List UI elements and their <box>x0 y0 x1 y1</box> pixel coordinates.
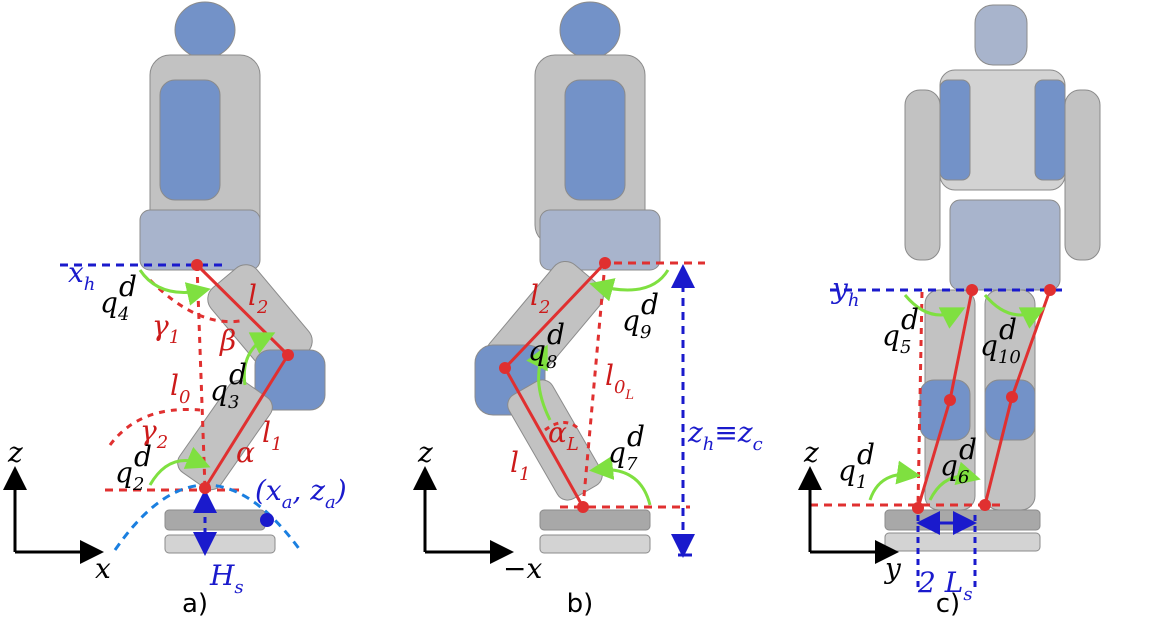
annotation: l1 <box>510 446 530 485</box>
panel-label: b) <box>567 589 594 619</box>
symbol: (x <box>255 474 282 507</box>
symbol: x <box>68 256 84 289</box>
symbol: α <box>548 416 567 449</box>
subscript: 6 <box>958 467 969 488</box>
subscript: 1 <box>856 472 867 493</box>
superscript: d <box>134 440 152 473</box>
annotation: β <box>219 324 236 357</box>
symbol: γ <box>152 309 169 342</box>
annotation: z <box>7 436 23 469</box>
symbol: q <box>100 286 118 319</box>
symbol: q <box>980 329 998 362</box>
symbol: l <box>248 279 257 312</box>
subscript: L <box>566 434 579 455</box>
symbol: 2 L <box>917 566 963 599</box>
subscript: 2 <box>538 297 550 318</box>
annotation: z <box>803 436 819 469</box>
superscript: d <box>999 313 1017 346</box>
superscript: d <box>901 303 919 336</box>
symbol: H <box>209 559 235 592</box>
annotation: α <box>236 436 255 469</box>
symbol: l <box>510 446 519 479</box>
annotation: Hs <box>209 559 244 598</box>
superscript: d <box>641 288 659 321</box>
annotation: zh≡zc <box>687 416 763 455</box>
symbol: l <box>262 416 271 449</box>
annotation: l1 <box>262 416 282 455</box>
superscript: d <box>229 358 247 391</box>
subscript: c <box>753 434 763 455</box>
subscript: 2 <box>256 297 268 318</box>
symbol: ) <box>335 474 347 507</box>
subscript: 3 <box>228 392 239 413</box>
symbol: , z <box>292 474 325 507</box>
annotation: z <box>417 436 433 469</box>
subscript: a <box>282 492 293 513</box>
subscript: s <box>963 584 972 605</box>
figure: a)xhq4dγ1l2βl0q3dγ2l1αq2d(xa, za)Hszxb)l… <box>0 0 1156 637</box>
subscript: L <box>624 388 634 403</box>
subscript: h <box>848 290 860 311</box>
subscript: 10 <box>998 347 1021 368</box>
superscript: d <box>547 318 565 351</box>
superscript: d <box>959 433 977 466</box>
annotation: y <box>883 552 902 585</box>
symbol: α <box>236 436 255 469</box>
subscript: 2 <box>132 474 144 495</box>
subscript: 1 <box>169 327 180 348</box>
subscript: h <box>84 274 96 295</box>
subscript: a <box>325 492 336 513</box>
symbol: z <box>803 436 819 469</box>
symbol: q <box>528 334 546 367</box>
symbol: q <box>622 304 640 337</box>
panel-label: a) <box>182 589 208 619</box>
symbol: y <box>830 272 849 305</box>
subscript: 4 <box>117 304 129 325</box>
subscript: 9 <box>640 322 651 343</box>
subscript: 2 <box>156 432 168 453</box>
symbol: q <box>210 374 228 407</box>
subscript: 7 <box>626 454 638 475</box>
symbol: β <box>219 324 236 357</box>
subscript: 5 <box>900 337 911 358</box>
symbol: ≡z <box>714 416 752 449</box>
symbol: l <box>605 359 614 392</box>
annotation: −x <box>503 552 542 585</box>
superscript: d <box>857 438 875 471</box>
annotation: (xa, za) <box>255 474 347 513</box>
symbol: q <box>115 456 133 489</box>
symbol: q <box>838 454 856 487</box>
subscript: 0 <box>179 387 190 408</box>
symbol: q <box>940 449 958 482</box>
annotation: γ1 <box>152 309 180 348</box>
symbol: y <box>883 552 902 585</box>
annotation: l0L <box>605 359 634 403</box>
symbol: q <box>608 436 626 469</box>
subscript: 0 <box>614 377 625 398</box>
annotation: x <box>95 552 111 585</box>
subscript: 1 <box>271 434 282 455</box>
annotation: yh <box>830 272 859 311</box>
symbol: l <box>170 369 179 402</box>
superscript: d <box>119 270 137 303</box>
symbol: −x <box>503 552 542 585</box>
subscript: 8 <box>546 352 557 373</box>
subscript: h <box>703 434 715 455</box>
subscript: s <box>234 577 243 598</box>
annotation: xh <box>68 256 95 295</box>
symbol: z <box>417 436 433 469</box>
subscript: 1 <box>519 464 530 485</box>
superscript: d <box>627 420 645 453</box>
symbol: l <box>530 279 539 312</box>
symbol: x <box>95 552 111 585</box>
annotation: l0 <box>170 369 190 408</box>
robot-a <box>140 2 325 553</box>
symbol: z <box>687 416 703 449</box>
symbol: q <box>882 319 900 352</box>
symbol: z <box>7 436 23 469</box>
